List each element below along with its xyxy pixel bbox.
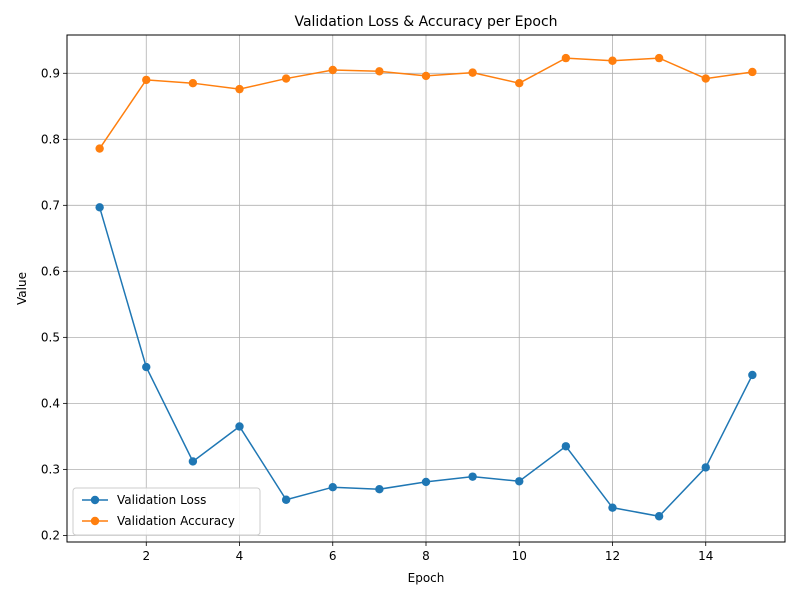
data-point — [235, 84, 244, 94]
data-point — [421, 71, 431, 81]
data-point — [701, 463, 710, 472]
legend-box — [72, 487, 261, 536]
y-tick-label: 0.5 — [41, 330, 60, 344]
data-point — [654, 53, 664, 63]
data-point — [468, 472, 477, 481]
legend-marker — [90, 495, 100, 505]
data-point — [188, 78, 198, 88]
data-point — [375, 67, 384, 76]
x-tick-label: 14 — [698, 549, 713, 563]
data-point — [142, 75, 151, 85]
y-tick-label: 0.8 — [41, 132, 60, 146]
data-point — [328, 483, 337, 492]
data-point — [95, 203, 104, 212]
data-point — [142, 362, 151, 372]
series-layer — [95, 53, 757, 521]
data-point — [748, 370, 757, 380]
data-point — [235, 422, 244, 431]
series-1 — [95, 53, 757, 153]
data-point — [188, 457, 198, 466]
series-0 — [95, 203, 757, 521]
x-tick-label: 12 — [605, 549, 620, 563]
chart-title: Validation Loss & Accuracy per Epoch — [294, 14, 557, 30]
legend-item: Validation Loss — [82, 493, 206, 507]
x-tick-label: 6 — [329, 549, 337, 563]
data-point — [515, 477, 524, 486]
x-axis-ticks: 2 4 6 8 10 12 14 — [142, 542, 713, 563]
y-tick-label: 0.3 — [41, 462, 60, 476]
data-point — [608, 56, 617, 65]
data-point — [561, 442, 571, 451]
data-point — [281, 74, 291, 83]
x-axis-label: Epoch — [408, 571, 445, 585]
data-point — [328, 65, 337, 75]
legend-item: Validation Accuracy — [82, 514, 235, 528]
data-point — [701, 74, 710, 83]
y-tick-label: 0.2 — [41, 528, 60, 542]
data-point — [515, 78, 524, 88]
y-axis-label: Value — [15, 272, 29, 305]
legend-marker — [90, 516, 100, 526]
data-point — [561, 53, 571, 63]
data-point — [421, 477, 431, 487]
x-tick-label: 10 — [512, 549, 527, 563]
x-tick-label: 4 — [236, 549, 244, 563]
data-point — [375, 484, 384, 494]
legend: Validation Loss Validation Accuracy — [72, 487, 261, 536]
data-point — [608, 503, 617, 512]
data-point — [281, 495, 291, 504]
y-tick-label: 0.4 — [41, 396, 60, 410]
data-point — [95, 144, 104, 153]
y-tick-label: 0.9 — [41, 66, 60, 80]
data-point — [748, 67, 757, 77]
data-point — [654, 512, 664, 521]
y-axis-ticks: 0.2 0.3 0.4 0.5 0.6 0.7 0.8 0.9 — [41, 66, 67, 542]
x-tick-label: 8 — [422, 549, 430, 563]
y-tick-label: 0.7 — [41, 198, 60, 212]
data-point — [468, 68, 477, 77]
legend-label: Validation Loss — [117, 493, 206, 507]
legend-label: Validation Accuracy — [117, 514, 235, 528]
x-tick-label: 2 — [142, 549, 150, 563]
y-tick-label: 0.6 — [41, 264, 60, 278]
